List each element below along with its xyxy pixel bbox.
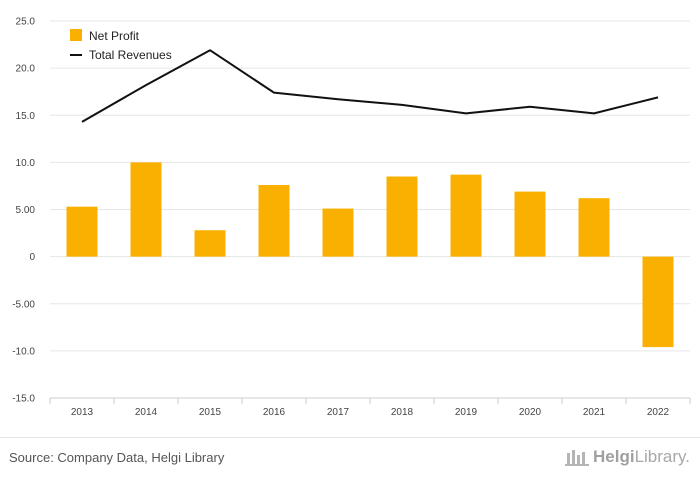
y-tick-label: 25.0 — [16, 17, 36, 28]
net-profit-bar — [642, 256, 674, 348]
x-tick-label: 2014 — [135, 407, 158, 418]
x-axis: 2013 2014 2015 2016 2017 2018 2019 2020 2021 2022 — [49, 397, 691, 418]
chart: 25.0 20.0 15.0 10.0 5.00 0 -5.00 -10.0 -15.0 201… — [12, 17, 691, 418]
x-tick-label: 2021 — [583, 407, 606, 418]
y-tick-label: -15.0 — [12, 394, 35, 405]
y-tick-label: 0 — [29, 252, 35, 263]
y-tick-label: 10.0 — [16, 158, 36, 169]
total-revenues-line — [81, 49, 659, 123]
net-profit-bar — [258, 184, 290, 257]
brand-suffix: Library. — [634, 447, 690, 466]
footer-divider — [0, 437, 700, 438]
y-tick-label: -10.0 — [12, 346, 35, 357]
helgi-library-logo-icon — [565, 450, 589, 466]
y-tick-label: 20.0 — [16, 64, 36, 75]
net-profit-bar — [194, 230, 226, 257]
legend-label-net-profit: Net Profit — [89, 29, 140, 43]
legend-label-total-revenues: Total Revenues — [89, 48, 172, 62]
x-tick-label: 2018 — [391, 407, 414, 418]
net-profit-bar — [386, 176, 418, 257]
source-note: Source: Company Data, Helgi Library — [9, 450, 225, 465]
total-revenues-line-group — [81, 49, 659, 123]
x-tick-label: 2017 — [327, 407, 350, 418]
y-tick-label: -5.00 — [12, 299, 35, 310]
x-tick-label: 2022 — [647, 407, 670, 418]
x-tick-label: 2013 — [71, 407, 94, 418]
net-profit-bars — [66, 162, 674, 348]
legend-swatch-net-profit — [70, 29, 82, 41]
net-profit-bar — [450, 174, 482, 257]
net-profit-bar — [514, 191, 546, 257]
x-tick-label: 2015 — [199, 407, 222, 418]
x-tick-label: 2020 — [519, 407, 542, 418]
net-profit-bar — [66, 206, 98, 257]
brand-name: Helgi — [593, 447, 635, 466]
x-tick-label: 2019 — [455, 407, 478, 418]
brand-logo: Helgi Library. — [565, 447, 690, 467]
net-profit-bar — [130, 162, 162, 257]
x-tick-label: 2016 — [263, 407, 286, 418]
y-tick-label: 15.0 — [16, 111, 36, 122]
y-axis: 25.0 20.0 15.0 10.0 5.00 0 -5.00 -10.0 -15.0 — [12, 17, 35, 405]
y-tick-label: 5.00 — [16, 205, 36, 216]
net-profit-bar — [322, 208, 354, 257]
net-profit-bar — [578, 198, 610, 257]
legend: Net Profit Total Revenues — [70, 29, 172, 62]
